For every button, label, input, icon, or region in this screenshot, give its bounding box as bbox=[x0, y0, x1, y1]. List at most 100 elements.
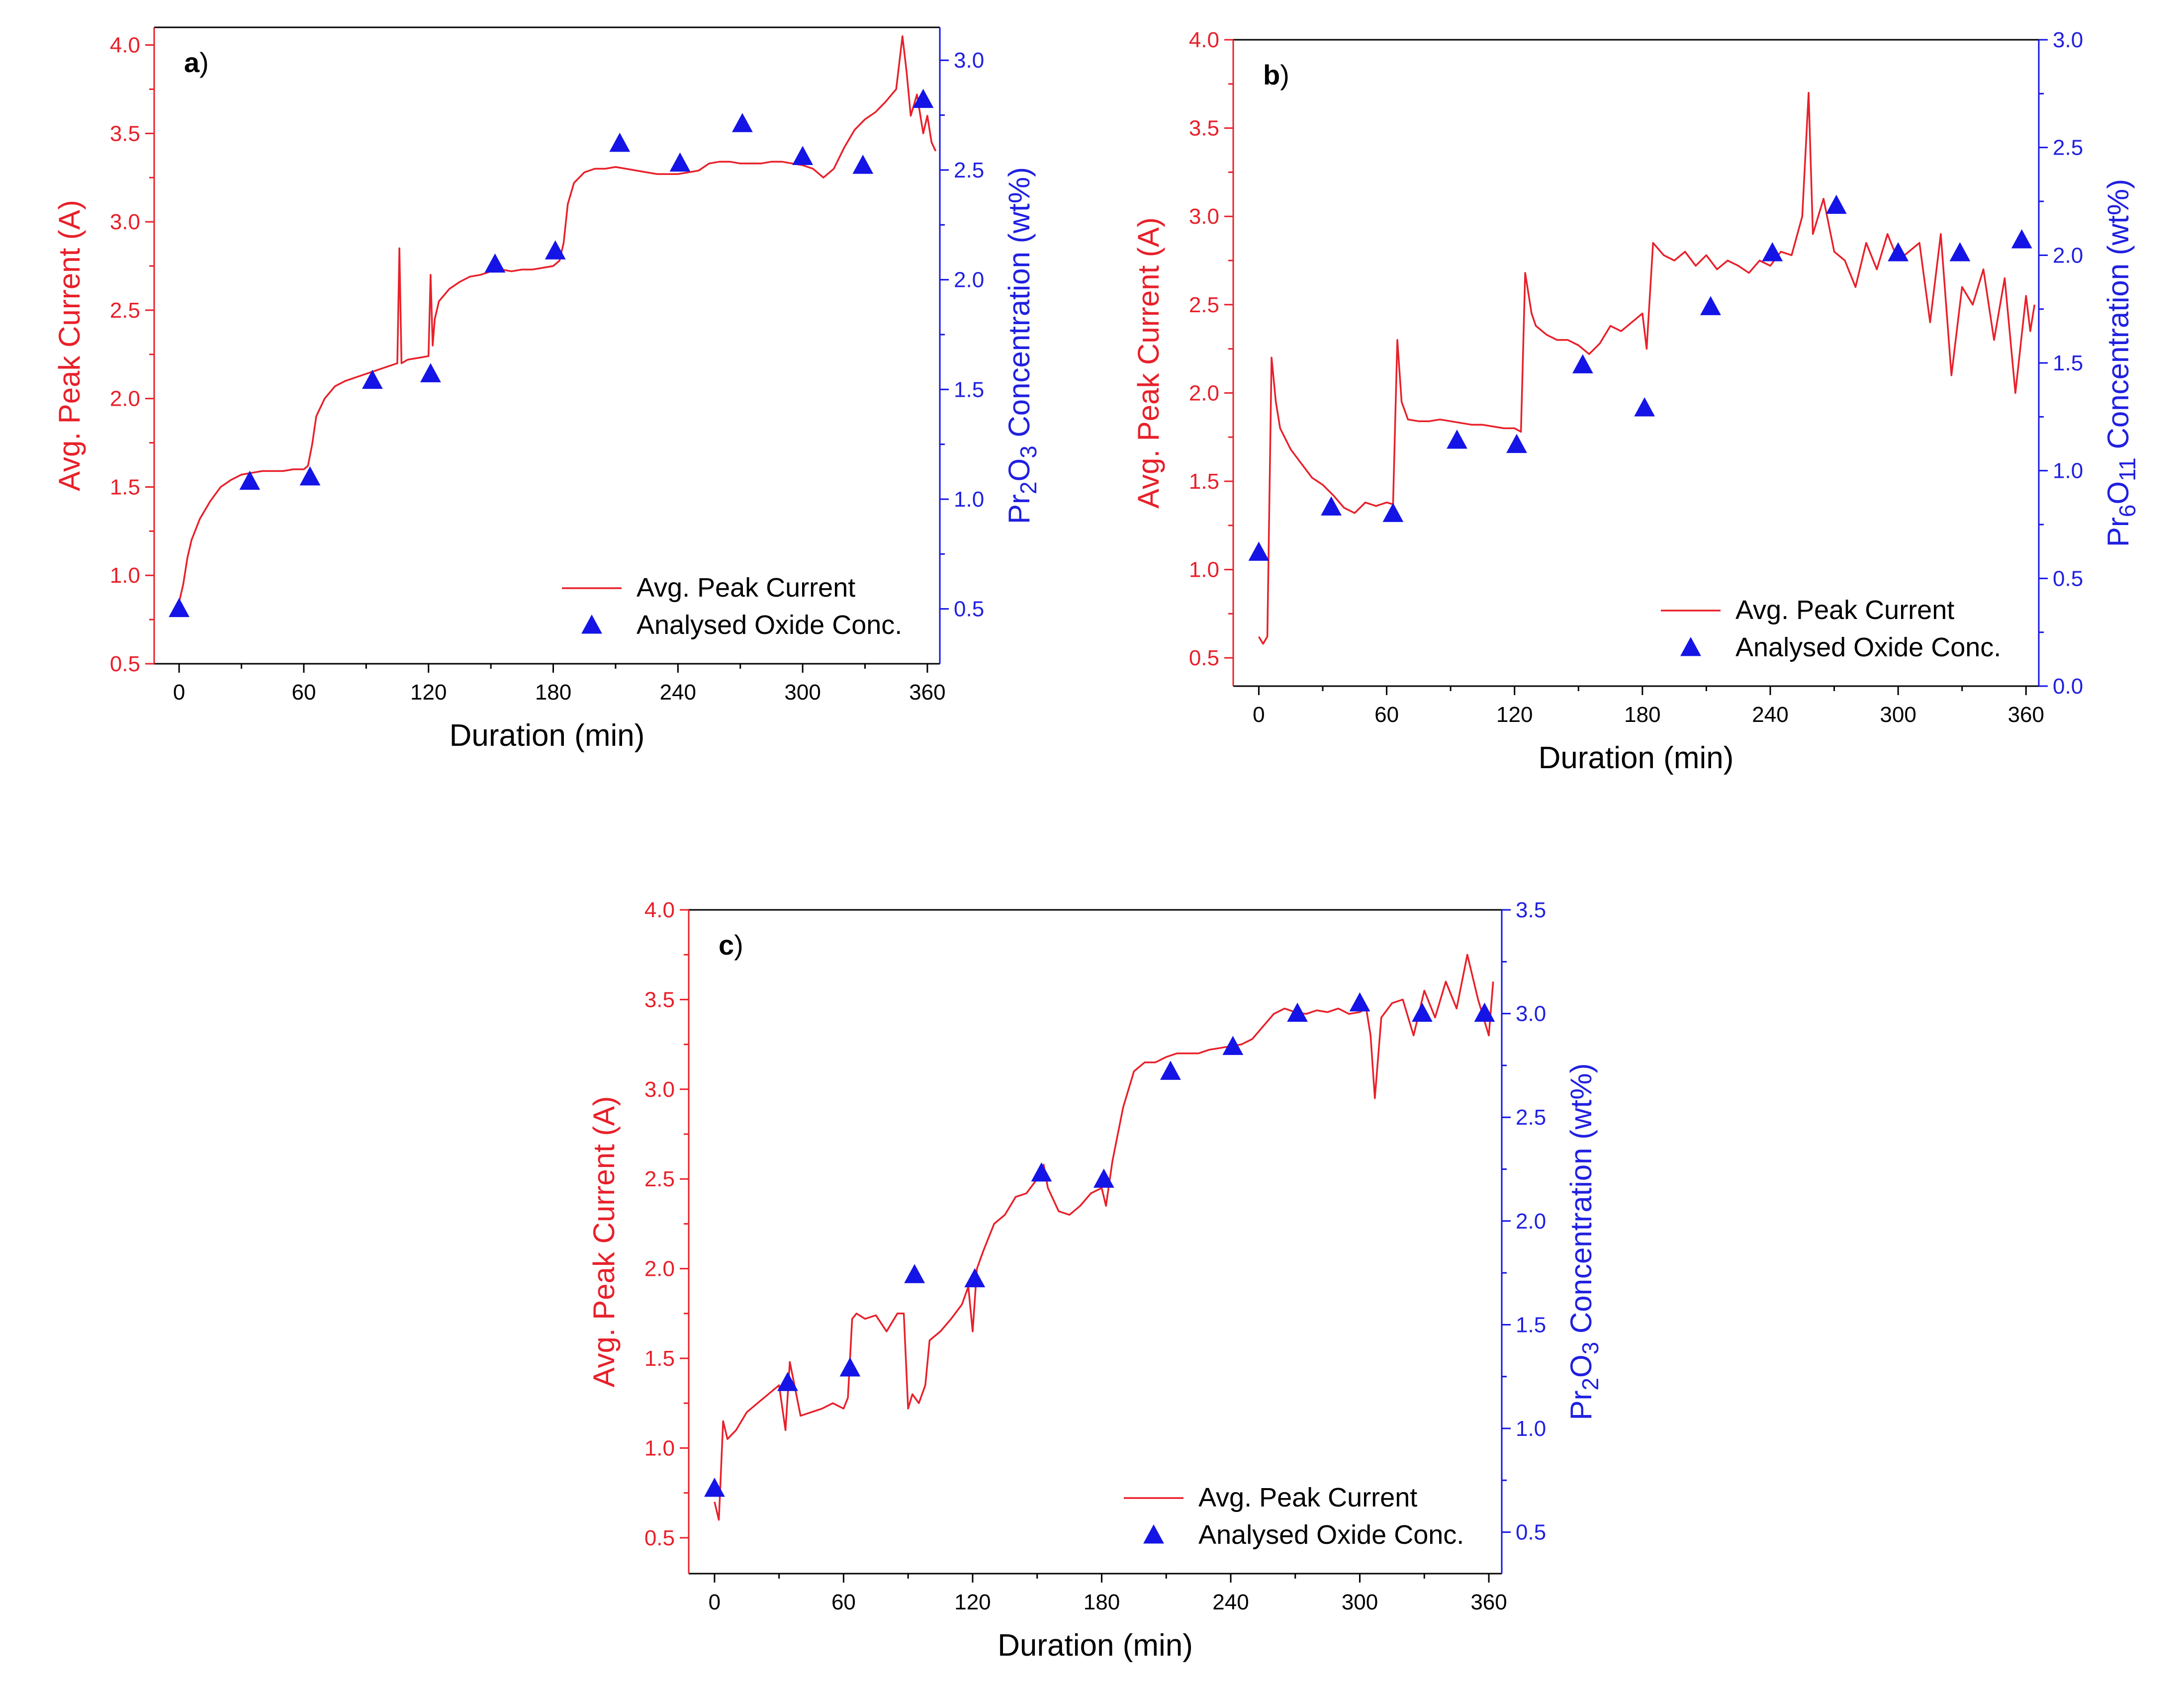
panel-a-y-axis-title: Avg. Peak Current (A) bbox=[53, 200, 86, 491]
panel-b-y2-tick-label: 1.5 bbox=[2053, 351, 2083, 375]
panel-a-y2-title-part: Pr bbox=[1002, 494, 1036, 524]
panel-c-y2-title-part: 3 bbox=[1577, 1342, 1603, 1355]
panel-b-label: b) bbox=[1263, 59, 1289, 90]
panel-a-label-letter: a bbox=[184, 47, 200, 78]
panel-a-oxide-point bbox=[239, 470, 261, 490]
panel-a-oxide-point bbox=[852, 155, 874, 174]
panel-c-y-tick-label: 0.5 bbox=[644, 1526, 675, 1550]
panel-c-oxide-point bbox=[1412, 1002, 1433, 1022]
panel-c-oxide-point bbox=[1287, 1002, 1308, 1022]
panel-b-oxide-point bbox=[1762, 242, 1783, 262]
panel-a-x-tick-label: 180 bbox=[535, 680, 571, 705]
panel-c-y2-tick-label: 2.0 bbox=[1516, 1209, 1546, 1234]
panel-b-y2-tick-label: 0.0 bbox=[2053, 674, 2083, 699]
panel-c-y2-title-part: O bbox=[1564, 1354, 1598, 1378]
panel-c-oxide-point bbox=[839, 1357, 861, 1377]
panel-c-y2-title-part: Concentration (wt%) bbox=[1564, 1063, 1598, 1341]
panel-a-legend-marker-swatch bbox=[581, 615, 602, 634]
panel-a-y2-title-part: Concentration (wt%) bbox=[1002, 167, 1036, 445]
panel-a-legend-line-label: Avg. Peak Current bbox=[637, 573, 855, 603]
panel-c-oxide-point bbox=[1222, 1036, 1244, 1055]
panel-b-y2-axis-title: Pr6O11 Concentration (wt%) bbox=[2101, 179, 2140, 547]
panel-c-oxide-point bbox=[1093, 1168, 1114, 1188]
panel-b-y-tick-label: 3.5 bbox=[1189, 116, 1219, 141]
panel-a-y2-axis-title: Pr2O3 Concentration (wt%) bbox=[1002, 167, 1041, 524]
panel-a-oxide-point bbox=[912, 89, 934, 108]
panel-b-oxide-point bbox=[1382, 503, 1404, 522]
panel-a-oxide-point bbox=[362, 369, 383, 389]
panel-b-legend-marker-swatch bbox=[1680, 637, 1701, 656]
panel-b-label-letter: b bbox=[1263, 59, 1280, 90]
panel-c-y-tick-label: 2.5 bbox=[644, 1167, 675, 1191]
panel-b-oxide-point bbox=[2011, 229, 2032, 249]
panel-b-y2-title-part: Pr bbox=[2101, 517, 2135, 547]
panel-c-legend-line-label: Avg. Peak Current bbox=[1198, 1483, 1417, 1512]
panel-b-y-tick-label: 1.0 bbox=[1189, 558, 1219, 582]
panel-b-oxide-point bbox=[1447, 430, 1467, 449]
chart-panel-c: 0 60 120 180 240 300 360 0.5 1.0 1.5 2.0 2.5 3.0 3.5 4… bbox=[587, 898, 1603, 1663]
panel-c-legend-marker-swatch bbox=[1143, 1524, 1164, 1544]
panel-b-x-tick-label: 60 bbox=[1374, 703, 1399, 727]
panel-c-y2-tick-label: 1.0 bbox=[1516, 1417, 1546, 1441]
panel-b-y2-tick-label: 3.0 bbox=[2053, 28, 2083, 52]
panel-b-x-tick-label: 360 bbox=[2008, 703, 2044, 727]
panel-a-y2-title-part: O bbox=[1002, 458, 1036, 482]
panel-c-oxide-point bbox=[1474, 1002, 1495, 1022]
panel-b-y-axis-title: Avg. Peak Current (A) bbox=[1132, 217, 1165, 509]
panel-c-legend-marker-label: Analysed Oxide Conc. bbox=[1198, 1520, 1464, 1550]
panel-a-legend-marker-label: Analysed Oxide Conc. bbox=[637, 610, 902, 640]
chart-panel-a: 0 60 120 180 240 300 360 0.5 1.0 1.5 2.0 2.5 3.0 3.5 4… bbox=[53, 26, 1041, 753]
panel-a-x-tick-label: 300 bbox=[784, 680, 820, 705]
panel-a-y-tick-label: 1.5 bbox=[110, 475, 140, 499]
panel-a-y2-tick-label: 2.5 bbox=[954, 158, 984, 182]
panel-a-x-axis-title: Duration (min) bbox=[450, 718, 645, 753]
panel-b-y2-title-part: Concentration (wt%) bbox=[2101, 179, 2135, 457]
panel-a-label-paren: ) bbox=[199, 47, 209, 78]
panel-a-y2-tick-label: 1.0 bbox=[954, 487, 984, 512]
panel-c-current-line bbox=[714, 954, 1494, 1521]
panel-b-x-tick-label: 180 bbox=[1624, 703, 1660, 727]
panel-b-x-tick-label: 240 bbox=[1752, 703, 1788, 727]
panel-a-oxide-point bbox=[484, 253, 506, 273]
panel-c-y2-title-part: Pr bbox=[1564, 1391, 1598, 1420]
chart-panel-b: 0 60 120 180 240 300 360 0.5 1.0 1.5 2.0 2.5 3.0 3.5 4… bbox=[1132, 28, 2140, 775]
panel-c-y-tick-label: 2.0 bbox=[644, 1257, 675, 1281]
panel-b-oxide-point bbox=[1700, 296, 1721, 315]
panel-c-x-tick-label: 0 bbox=[709, 1590, 721, 1614]
panel-b-y-tick-label: 1.5 bbox=[1189, 469, 1219, 494]
panel-b-x-tick-label: 120 bbox=[1496, 703, 1533, 727]
panel-a-label: a) bbox=[184, 47, 209, 78]
panel-c-x-tick-label: 240 bbox=[1212, 1590, 1249, 1614]
panel-b-oxide-point bbox=[1825, 194, 1847, 214]
panel-a-current-line bbox=[178, 35, 937, 602]
panel-b-y2-title-part: 11 bbox=[2114, 457, 2140, 481]
panel-b-y-tick-label: 2.5 bbox=[1189, 293, 1219, 317]
panel-a-x-tick-label: 240 bbox=[660, 680, 696, 705]
panel-a-x-tick-label: 0 bbox=[173, 680, 185, 705]
panel-c-oxide-point bbox=[777, 1372, 798, 1391]
panel-b-legend-line-label: Avg. Peak Current bbox=[1735, 595, 1954, 625]
panel-c-oxide-point bbox=[1349, 992, 1370, 1012]
panel-c-y2-title-part: 2 bbox=[1577, 1378, 1603, 1391]
panel-c-oxide-point bbox=[704, 1477, 725, 1497]
panel-a-y-tick-label: 3.5 bbox=[110, 121, 140, 146]
panel-c-y-tick-label: 1.5 bbox=[644, 1346, 675, 1371]
panel-c-y-tick-label: 3.5 bbox=[644, 987, 675, 1012]
panel-c-oxide-point bbox=[904, 1264, 925, 1283]
panel-a-oxide-point bbox=[609, 132, 631, 152]
panel-b-oxide-point bbox=[1888, 242, 1909, 262]
panel-a-y2-tick-label: 0.5 bbox=[954, 597, 984, 621]
panel-c-y2-axis-title: Pr2O3 Concentration (wt%) bbox=[1564, 1063, 1603, 1420]
panel-a-oxide-point bbox=[169, 598, 190, 618]
panel-c-oxide-point bbox=[964, 1268, 986, 1288]
panel-c-x-tick-label: 360 bbox=[1470, 1590, 1507, 1614]
panel-b-oxide-point bbox=[1321, 496, 1342, 516]
panel-a-y-tick-label: 4.0 bbox=[110, 33, 140, 58]
panel-a-y2-title-part: 2 bbox=[1015, 481, 1041, 494]
panel-a-y-tick-label: 2.5 bbox=[110, 298, 140, 323]
panel-c-x-tick-label: 60 bbox=[831, 1590, 856, 1614]
panel-a-oxide-point bbox=[732, 113, 753, 132]
panel-b-x-tick-label: 300 bbox=[1880, 703, 1916, 727]
panel-c-x-tick-label: 120 bbox=[954, 1590, 991, 1614]
panel-b-oxide-point bbox=[1572, 354, 1593, 373]
